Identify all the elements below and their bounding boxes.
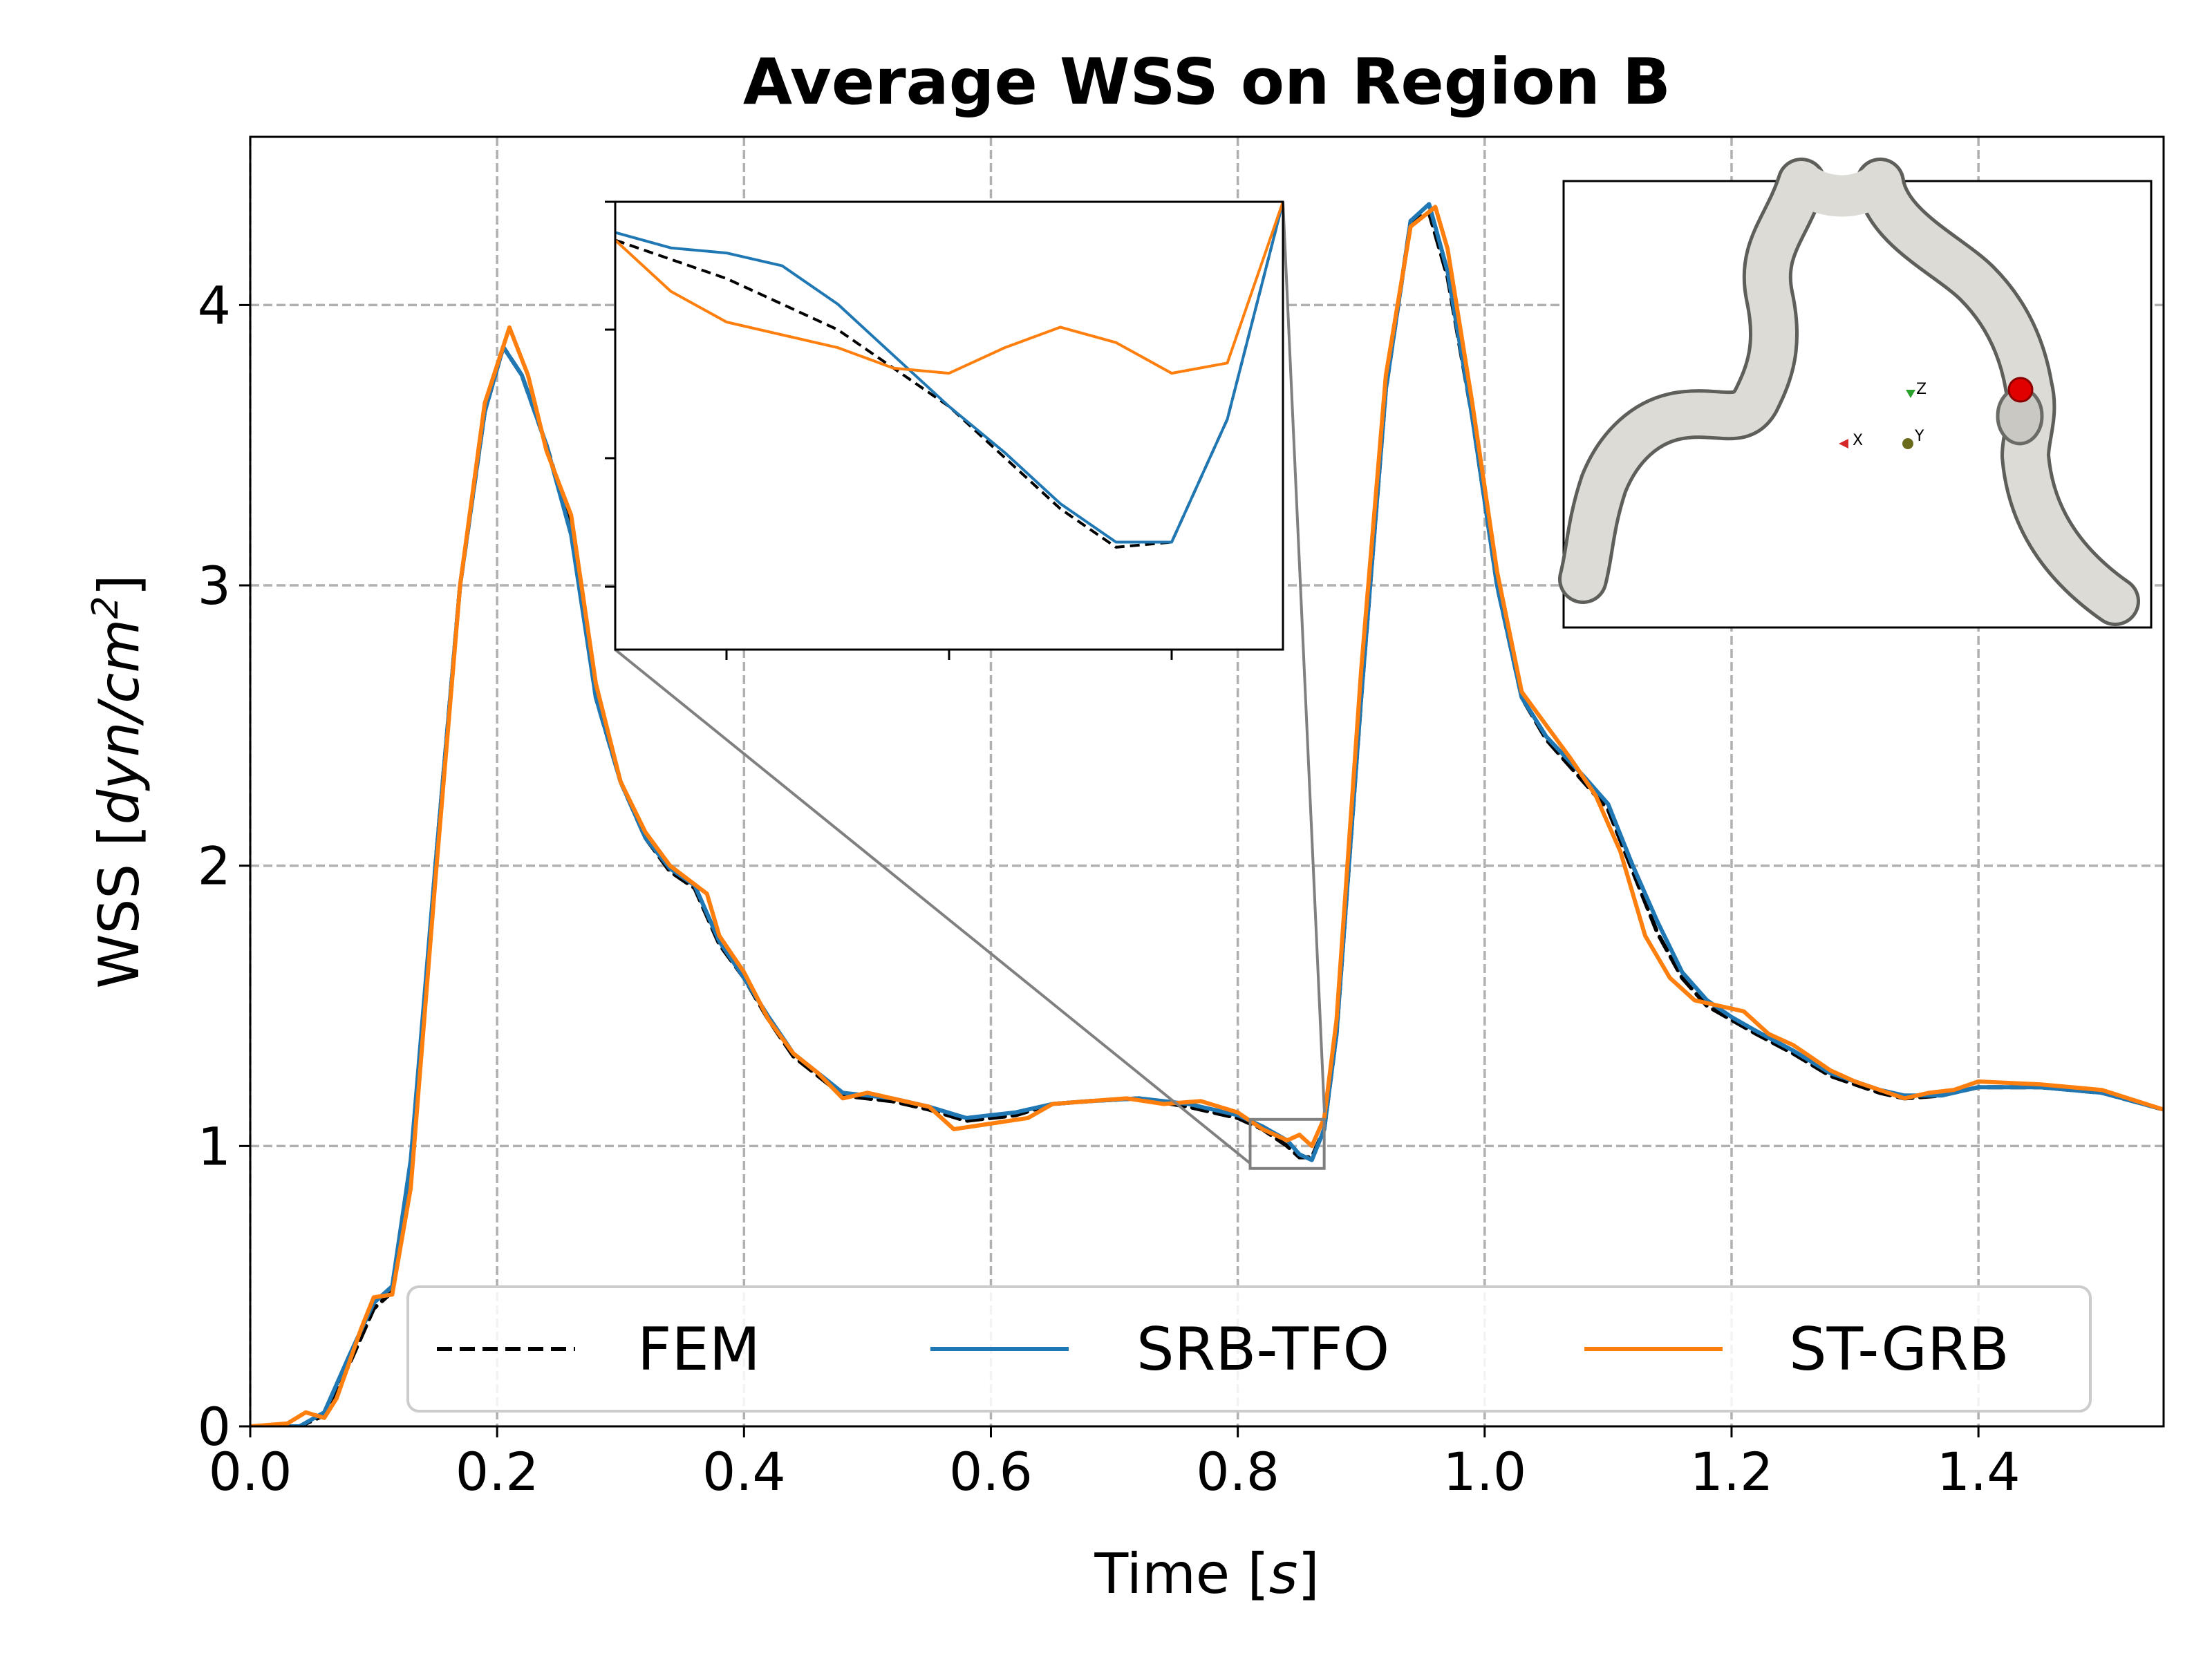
x-tick-label: 0.0 xyxy=(209,1441,292,1502)
y-label-prefix: WSS [ xyxy=(87,824,151,988)
y-label-suffix: ] xyxy=(87,574,151,596)
x-tick-label: 0.8 xyxy=(1196,1441,1280,1502)
x-tick-label: 0.2 xyxy=(456,1441,539,1502)
orientation-y-label: Y xyxy=(1914,428,1924,445)
x-tick-label: 0.6 xyxy=(949,1441,1033,1502)
zoom-connector-left xyxy=(614,648,1251,1164)
inset-series-group xyxy=(615,202,1283,549)
orientation-axes: Z X Y xyxy=(1839,381,1927,449)
x-label-var: s xyxy=(1269,1542,1298,1606)
y-axis-label: WSS [dyn/cm2] xyxy=(85,574,151,988)
legend-label-st-grb: ST-GRB xyxy=(1789,1315,2009,1384)
inset-line-st-grb xyxy=(615,202,1283,375)
z-axis-arrow-icon xyxy=(1906,390,1915,398)
x-tick-label: 1.0 xyxy=(1443,1441,1526,1502)
y-tick-label: 0 xyxy=(198,1396,231,1457)
y-tick-label: 2 xyxy=(198,835,231,897)
orientation-x-label: X xyxy=(1853,432,1863,449)
x-label-prefix: Time [ xyxy=(1094,1542,1268,1606)
legend-box xyxy=(406,1285,2092,1413)
y-axis-ticks: 0 1 2 3 4 xyxy=(198,274,250,1457)
main-series-group xyxy=(250,202,2164,1426)
legend-label-fem: FEM xyxy=(637,1315,760,1384)
y-axis-point-icon xyxy=(1902,438,1913,449)
chart-title: Average WSS on Region B xyxy=(743,45,1671,119)
y-tick-label: 4 xyxy=(198,274,231,336)
x-axis-label: Time [s] xyxy=(1094,1542,1319,1606)
x-tick-label: 1.2 xyxy=(1690,1441,1774,1502)
inset-background xyxy=(615,202,1283,650)
vessel-render-inset: Z X Y xyxy=(1558,158,2153,629)
x-axis-ticks: 0.0 0.2 0.4 0.6 0.8 1.0 1.2 1.4 xyxy=(209,1426,2021,1502)
zoom-region-box xyxy=(1248,1117,1326,1170)
y-label-var: dyn/cm xyxy=(87,619,151,825)
y-tick-label: 3 xyxy=(198,555,231,616)
orientation-z-label: Z xyxy=(1916,381,1927,398)
inset-line-srb-tfo xyxy=(615,202,1283,544)
x-axis-arrow-icon xyxy=(1839,439,1848,448)
legend-label-srb-tfo: SRB-TFO xyxy=(1136,1315,1389,1384)
x-tick-label: 0.4 xyxy=(702,1441,786,1502)
zoom-connector-right xyxy=(1282,201,1326,1113)
vessel-geometry-image xyxy=(1558,158,2140,626)
legend: FEM SRB-TFO ST-GRB xyxy=(406,1285,2092,1413)
marker-point-icon xyxy=(2007,377,2034,403)
inset-ticks xyxy=(605,200,1173,660)
series-line-st-grb xyxy=(250,205,2164,1426)
plot-frame xyxy=(249,135,2165,1428)
x-label-suffix: ] xyxy=(1297,1542,1319,1606)
inset-zoom xyxy=(605,200,1284,660)
x-tick-label: 1.4 xyxy=(1937,1441,2021,1502)
y-tick-label: 1 xyxy=(198,1115,231,1177)
y-label-sup: 2 xyxy=(85,596,126,619)
